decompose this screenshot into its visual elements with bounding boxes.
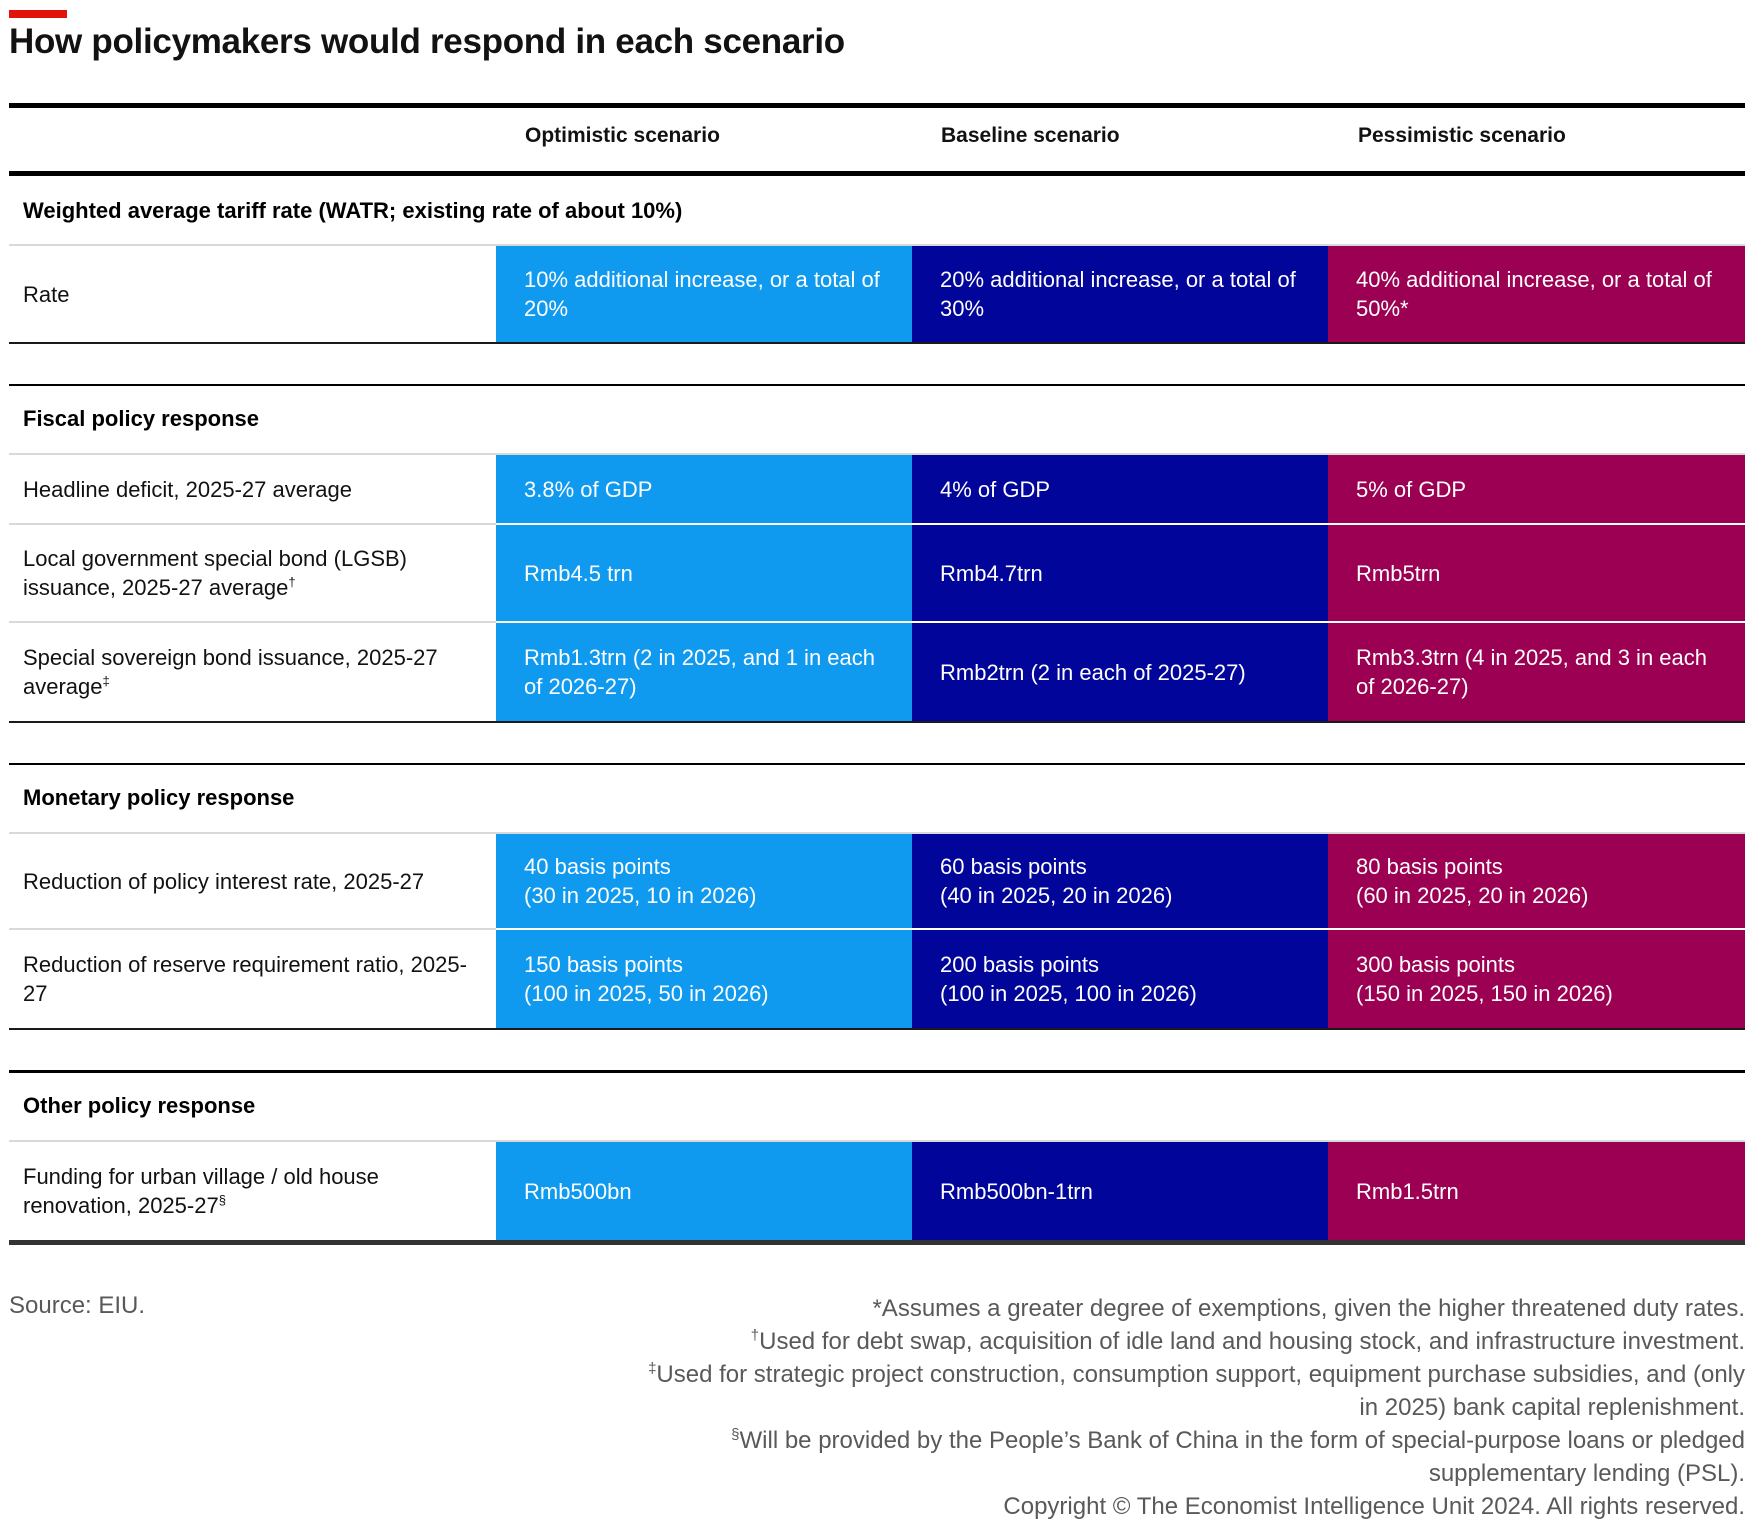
footnotes: *Assumes a greater degree of exemptions,… xyxy=(645,1292,1745,1523)
section-divider xyxy=(9,1140,1745,1142)
copyright: Copyright © The Economist Intelligence U… xyxy=(1003,1493,1745,1520)
section-title-watr: Weighted average tariff rate (WATR; exis… xyxy=(23,198,683,223)
cell-optimistic: Rmb500bn xyxy=(496,1142,912,1240)
cell-baseline: Rmb2trn (2 in each of 2025-27) xyxy=(912,623,1328,721)
cell-optimistic: 40 basis points (30 in 2025, 10 in 2026) xyxy=(496,834,912,928)
page-title: How policymakers would respond in each s… xyxy=(9,22,845,61)
column-header-optimistic: Optimistic scenario xyxy=(525,124,720,147)
cell-divider xyxy=(496,928,1745,930)
cell-optimistic: 3.8% of GDP xyxy=(496,455,912,523)
row-label: Rate xyxy=(23,281,70,307)
section-divider xyxy=(9,832,1745,834)
section-bottom-rule xyxy=(9,721,1745,723)
section-title-other: Other policy response xyxy=(23,1093,256,1118)
cell-pessimistic: Rmb5trn xyxy=(1328,525,1745,621)
footnote: ‡Used for strategic project construction… xyxy=(648,1360,1745,1421)
row-label: Funding for urban village / old house re… xyxy=(23,1164,379,1218)
cell-baseline: Rmb4.7trn xyxy=(912,525,1328,621)
section-title-fiscal: Fiscal policy response xyxy=(23,406,259,431)
cell-pessimistic: Rmb1.5trn xyxy=(1328,1142,1745,1240)
cell-pessimistic: 40% additional increase, or a total of 5… xyxy=(1328,246,1745,342)
section-top-rule xyxy=(9,763,1745,765)
footnote-mark: ‡ xyxy=(102,673,110,689)
cell-pessimistic: 80 basis points (60 in 2025, 20 in 2026) xyxy=(1328,834,1745,928)
cell-optimistic: 10% additional increase, or a total of 2… xyxy=(496,246,912,342)
section-divider xyxy=(9,244,1745,246)
cell-divider xyxy=(496,621,1745,623)
section-top-rule xyxy=(9,384,1745,386)
cell-baseline: 200 basis points (100 in 2025, 100 in 20… xyxy=(912,930,1328,1028)
cell-pessimistic: 300 basis points (150 in 2025, 150 in 20… xyxy=(1328,930,1745,1028)
row-label: Reduction of policy interest rate, 2025-… xyxy=(23,868,425,894)
accent-bar xyxy=(9,10,67,18)
column-header-baseline: Baseline scenario xyxy=(941,124,1120,147)
cell-divider xyxy=(496,523,1745,525)
header-bottom-rule xyxy=(9,171,1745,176)
footnote-mark: § xyxy=(218,1192,226,1208)
cell-pessimistic: Rmb3.3trn (4 in 2025, and 3 in each of 2… xyxy=(1328,623,1745,721)
source-note: Source: EIU. xyxy=(9,1292,146,1319)
table-top-rule xyxy=(9,103,1745,108)
cell-baseline: 4% of GDP xyxy=(912,455,1328,523)
section-title-monetary: Monetary policy response xyxy=(23,785,295,810)
cell-pessimistic: 5% of GDP xyxy=(1328,455,1745,523)
cell-baseline: 60 basis points (40 in 2025, 20 in 2026) xyxy=(912,834,1328,928)
section-top-rule xyxy=(9,1070,1745,1073)
table-bottom-rule xyxy=(9,1240,1745,1245)
cell-optimistic: 150 basis points (100 in 2025, 50 in 202… xyxy=(496,930,912,1028)
row-label: Special sovereign bond issuance, 2025-27… xyxy=(23,645,438,699)
section-bottom-rule xyxy=(9,342,1745,344)
section-bottom-rule xyxy=(9,1028,1745,1030)
column-header-pessimistic: Pessimistic scenario xyxy=(1358,124,1566,147)
cell-baseline: 20% additional increase, or a total of 3… xyxy=(912,246,1328,342)
footnote-mark: † xyxy=(288,574,296,590)
cell-baseline: Rmb500bn-1trn xyxy=(912,1142,1328,1240)
row-label: Reduction of reserve requirement ratio, … xyxy=(23,952,467,1006)
footnote: §Will be provided by the People’s Bank o… xyxy=(731,1426,1745,1487)
footnote: *Assumes a greater degree of exemptions,… xyxy=(872,1295,1745,1322)
footnote: †Used for debt swap, acquisition of idle… xyxy=(750,1327,1745,1355)
section-divider xyxy=(9,453,1745,455)
row-label: Headline deficit, 2025-27 average xyxy=(23,476,353,502)
row-label: Local government special bond (LGSB) iss… xyxy=(23,546,407,600)
cell-optimistic: Rmb4.5 trn xyxy=(496,525,912,621)
cell-optimistic: Rmb1.3trn (2 in 2025, and 1 in each of 2… xyxy=(496,623,912,721)
